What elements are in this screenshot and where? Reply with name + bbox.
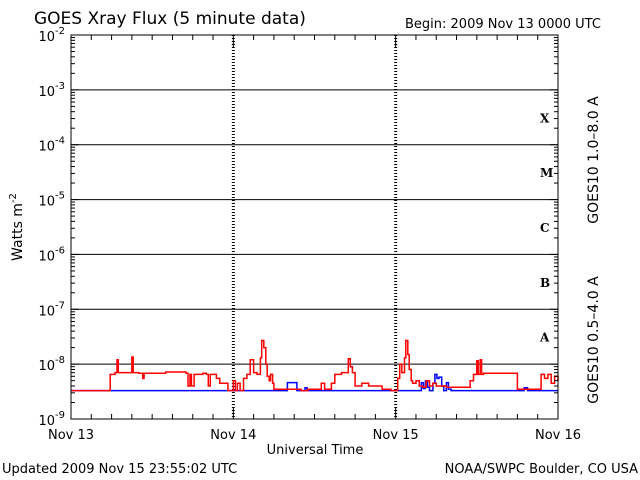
- flare-class-label: A: [539, 331, 550, 345]
- flare-class-labels: A B C M X: [539, 111, 553, 344]
- y-tick-label-exponent: -2: [55, 26, 65, 37]
- y-tick-label: 10-6: [38, 245, 65, 264]
- flare-class-label: B: [540, 276, 550, 290]
- y-axis: 10-910-810-710-610-510-410-310-2: [38, 26, 558, 429]
- x-tick-label: Nov 14: [210, 428, 256, 443]
- y-tick-label-exponent: -4: [55, 136, 65, 147]
- series-layer: [71, 339, 559, 392]
- y-tick-label-exponent: -3: [55, 81, 65, 92]
- y-tick-label-base: 10: [38, 249, 55, 264]
- x-axis: Nov 13 Nov 14 Nov 15 Nov 16: [48, 35, 581, 443]
- y-axis-title-exponent: -2: [8, 193, 19, 203]
- flare-class-label: M: [540, 166, 553, 180]
- y-tick-label-exponent: -9: [55, 410, 65, 421]
- x-axis-title: Universal Time: [267, 443, 364, 458]
- begin-label: Begin: 2009 Nov 13 0000 UTC: [405, 17, 601, 32]
- updated-label: Updated 2009 Nov 15 23:55:02 UTC: [2, 462, 237, 477]
- y-tick-label-base: 10: [38, 30, 55, 45]
- y-axis-title: Watts m-2: [8, 193, 26, 261]
- series-line: [71, 339, 559, 392]
- y-tick-label: 10-2: [38, 26, 65, 45]
- y-tick-label: 10-3: [38, 81, 65, 100]
- y-tick-label-exponent: -8: [55, 355, 65, 366]
- plot-frame: [70, 34, 559, 420]
- credit-label: NOAA/SWPC Boulder, CO USA: [445, 462, 638, 477]
- y-tick-label-base: 10: [38, 85, 55, 100]
- grid-layer: [71, 35, 558, 419]
- x-tick-label: Nov 15: [373, 428, 419, 443]
- series-label-long: GOES10 1.0–8.0 A: [586, 96, 602, 224]
- y-tick-label-exponent: -6: [55, 245, 65, 256]
- chart-title: GOES Xray Flux (5 minute data): [34, 9, 306, 29]
- y-tick-label-base: 10: [38, 414, 55, 429]
- y-tick-label-exponent: -7: [55, 300, 65, 311]
- y-axis-title-main: Watts m: [10, 203, 26, 261]
- y-tick-label-base: 10: [38, 304, 55, 319]
- y-tick-label: 10-8: [38, 355, 65, 374]
- y-tick-label: 10-9: [38, 410, 65, 429]
- x-tick-label: Nov 13: [48, 428, 94, 443]
- y-tick-label-base: 10: [38, 359, 55, 374]
- y-tick-label: 10-4: [38, 136, 65, 155]
- series-label-short: GOES10 0.5–4.0 A: [586, 276, 602, 404]
- x-tick-label: Nov 16: [535, 428, 581, 443]
- y-tick-label-base: 10: [38, 195, 55, 210]
- y-tick-label: 10-7: [38, 300, 65, 319]
- flare-class-label: X: [540, 111, 550, 125]
- y-tick-label-base: 10: [38, 140, 55, 155]
- y-tick-label: 10-5: [38, 191, 65, 210]
- y-tick-label-exponent: -5: [55, 191, 65, 202]
- flare-class-label: C: [540, 221, 550, 235]
